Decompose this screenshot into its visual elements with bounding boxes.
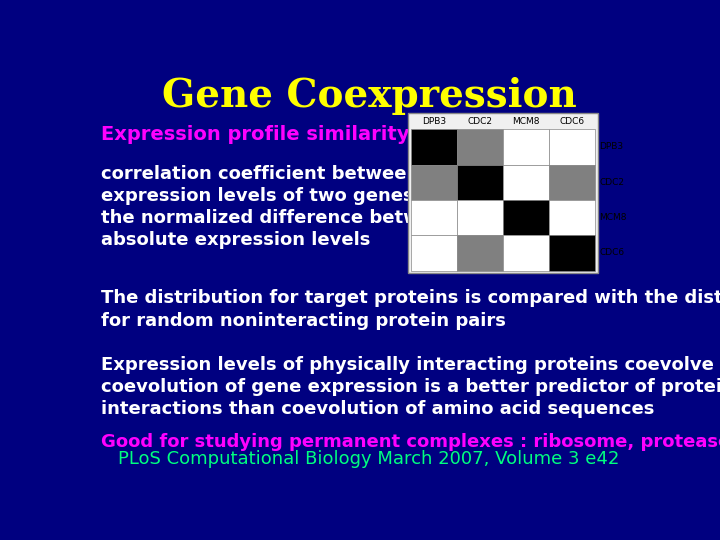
Text: DPB3: DPB3 bbox=[600, 143, 624, 151]
Bar bbox=[549, 235, 595, 271]
Text: Good for studying permanent complexes : ribosome, proteasome: Good for studying permanent complexes : … bbox=[101, 433, 720, 451]
Text: correlation coefficient between relative
expression levels of two genes/proteins: correlation coefficient between relative… bbox=[101, 165, 512, 249]
Text: Expression levels of physically interacting proteins coevolve
coevolution of gen: Expression levels of physically interact… bbox=[101, 356, 720, 418]
Text: CDC6: CDC6 bbox=[559, 118, 585, 126]
Bar bbox=[457, 165, 503, 200]
Bar bbox=[503, 200, 549, 235]
Text: CDC2: CDC2 bbox=[600, 178, 624, 187]
Bar bbox=[411, 129, 457, 165]
Text: MCM8: MCM8 bbox=[512, 118, 540, 126]
Text: MCM8: MCM8 bbox=[600, 213, 627, 222]
Bar bbox=[549, 165, 595, 200]
Text: Expression profile similarity: Expression profile similarity bbox=[101, 125, 410, 144]
Bar bbox=[549, 129, 595, 165]
Text: CDC2: CDC2 bbox=[467, 118, 492, 126]
Bar bbox=[457, 235, 503, 271]
Bar bbox=[549, 200, 595, 235]
Bar bbox=[503, 235, 549, 271]
Bar bbox=[411, 235, 457, 271]
Text: The distribution for target proteins is compared with the distributions
for rand: The distribution for target proteins is … bbox=[101, 289, 720, 329]
Bar bbox=[411, 200, 457, 235]
Text: Gene Coexpression: Gene Coexpression bbox=[161, 77, 577, 115]
Bar bbox=[457, 200, 503, 235]
Text: PLoS Computational Biology March 2007, Volume 3 e42: PLoS Computational Biology March 2007, V… bbox=[118, 450, 620, 468]
Text: CDC6: CDC6 bbox=[600, 248, 624, 258]
Bar bbox=[503, 165, 549, 200]
Bar bbox=[408, 113, 598, 273]
Bar bbox=[411, 165, 457, 200]
Bar bbox=[457, 129, 503, 165]
Bar bbox=[503, 129, 549, 165]
Text: DPB3: DPB3 bbox=[422, 118, 446, 126]
